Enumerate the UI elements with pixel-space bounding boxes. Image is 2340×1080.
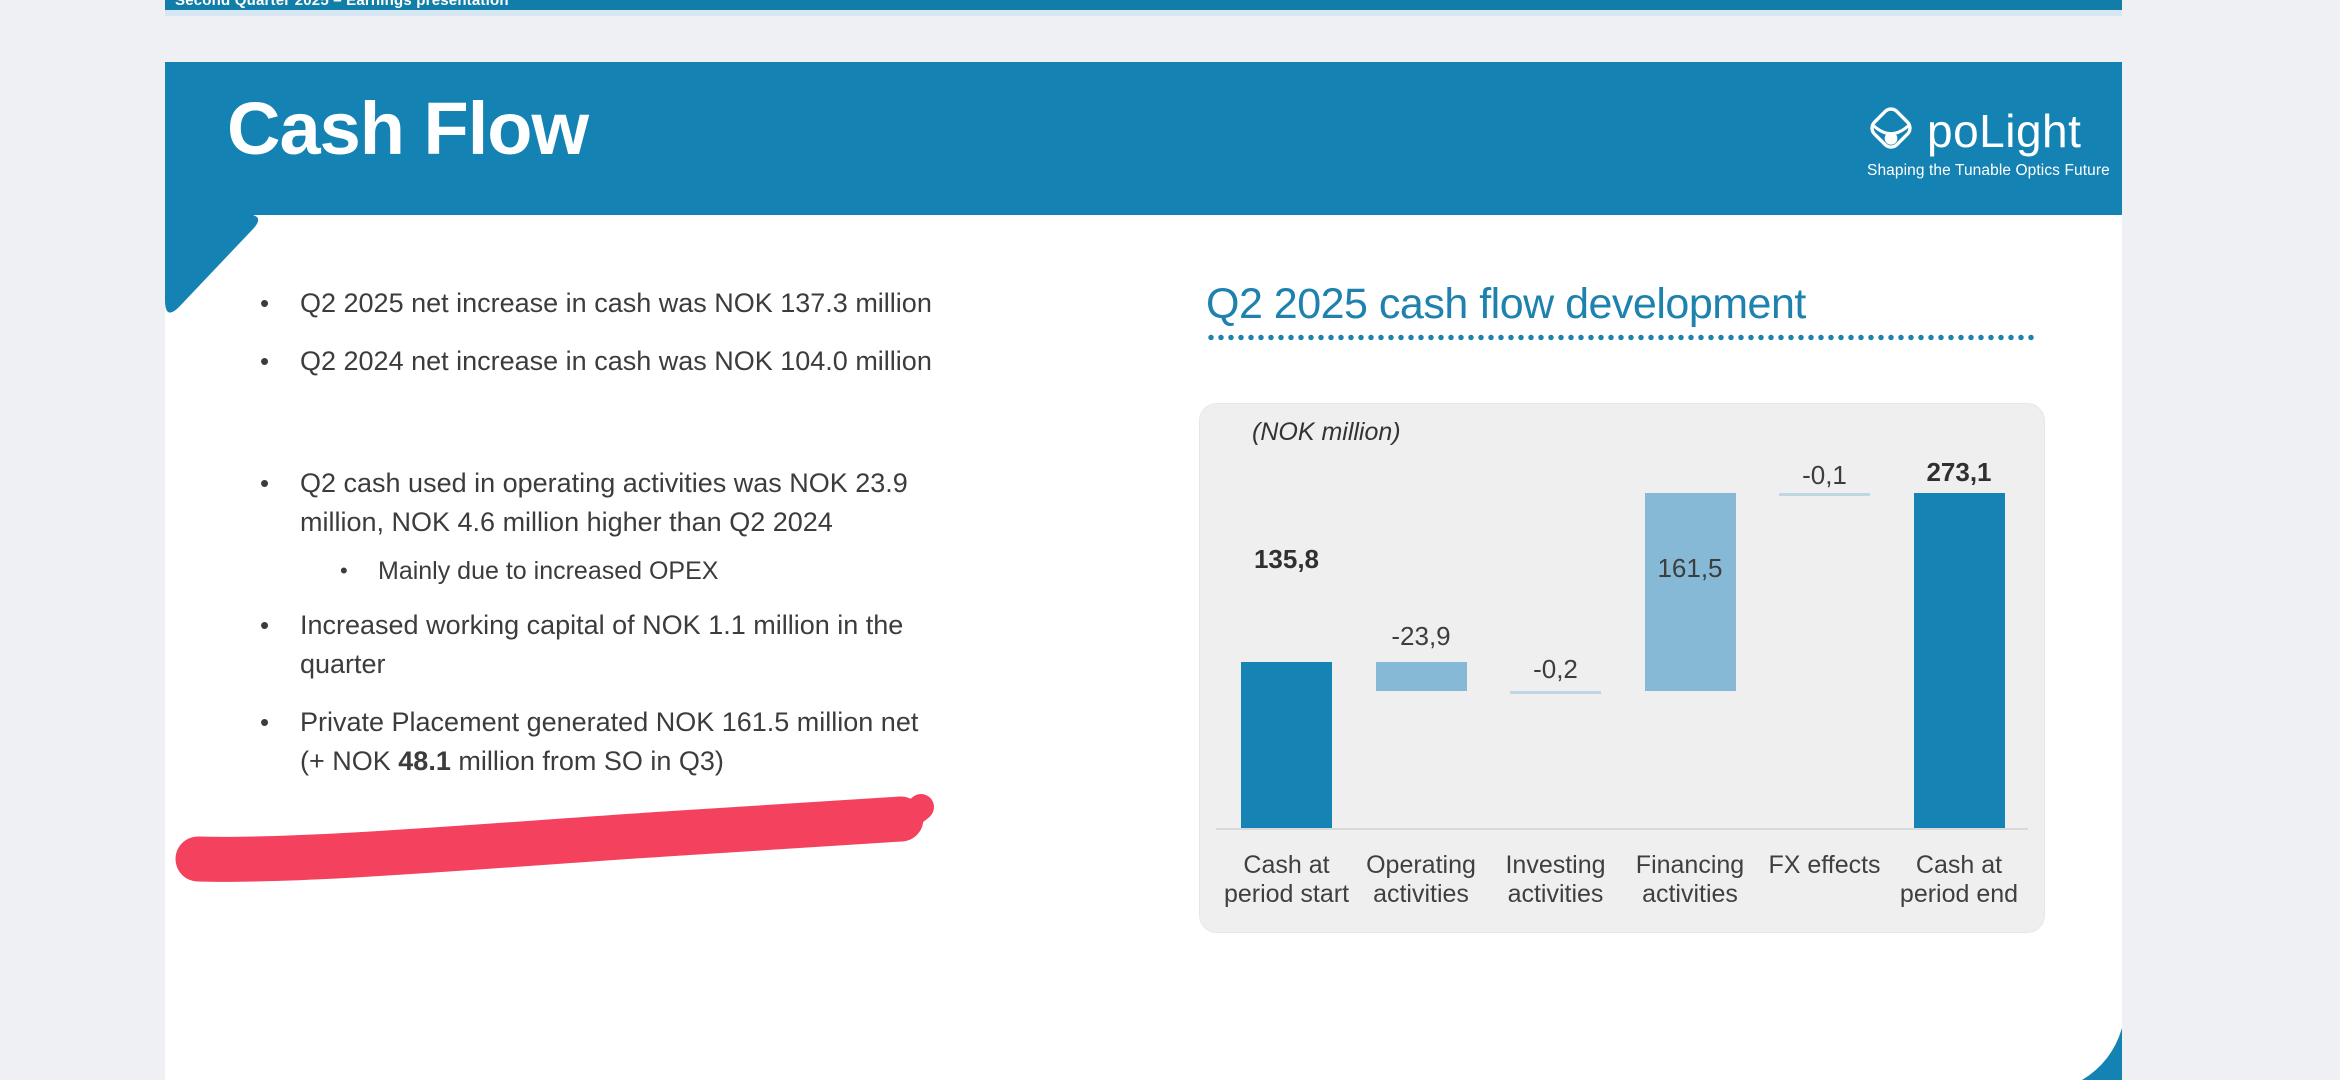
chart-category-label-4: Financing activities	[1635, 851, 1745, 908]
chart-category-label-6: Cash at period end	[1899, 851, 2019, 908]
bullet-text: Q2 2024 net increase in cash was NOK 104…	[300, 346, 932, 376]
chart-bar-2	[1375, 661, 1467, 691]
chart-baseline-axis	[1216, 828, 2028, 830]
chart-value-label-6: 273,1	[1926, 457, 1992, 487]
bullet-dot: •	[260, 288, 270, 318]
slide-edge-highlight	[165, 10, 2122, 16]
chart-category-label-2: Operating activities	[1366, 851, 1476, 908]
chart-category-label-5: FX effects	[1768, 851, 1881, 879]
chart-value-label-5: -0,1	[1802, 460, 1847, 490]
bottom-corner-fold	[2082, 1028, 2122, 1080]
bullet-item-3: • Q2 cash used in operating activities w…	[260, 464, 940, 542]
bullet-dot: •	[260, 346, 270, 376]
bullet-dot: •	[260, 707, 270, 737]
chart-value-label-2: -23,9	[1391, 621, 1451, 651]
bullet-item-1: • Q2 2025 net increase in cash was NOK 1…	[260, 284, 940, 323]
chart-heading-dotted-underline	[1206, 334, 2034, 341]
polight-logo-text: poLight	[1927, 105, 2082, 157]
chart-heading: Q2 2025 cash flow development	[1206, 280, 1806, 328]
sub-bullet-text: Mainly due to increased OPEX	[378, 557, 719, 585]
bullet-dot: •	[260, 468, 270, 498]
chart-value-label-4: 161,5	[1657, 553, 1723, 583]
chart-unit-note: (NOK million)	[1252, 418, 1401, 446]
chart-panel: (NOK million) 135,8 Cash at period start -2…	[1199, 403, 2045, 933]
previous-slide-edge: Second Quarter 2025 – Earnings presentat…	[165, 0, 2122, 10]
bullet-text: Private Placement generated NOK 161.5 mi…	[300, 703, 940, 781]
polight-logo-icon	[1870, 107, 1912, 149]
bullet5-bold-value: 48.1	[398, 746, 451, 776]
bullet-text: Q2 cash used in operating activities was…	[300, 468, 908, 537]
chart-bar-3	[1510, 690, 1601, 694]
chart-bar-1	[1241, 661, 1332, 828]
chart-value-label-1: 135,8	[1253, 544, 1320, 574]
chart-category-label-3: Investing activities	[1505, 851, 1606, 908]
previous-slide-footer-text: Second Quarter 2025 – Earnings presentat…	[175, 0, 509, 9]
bullet5-line2-pre: (+ NOK	[300, 746, 399, 776]
slide-title: Cash Flow	[227, 87, 589, 170]
chart-category-label-1: Cash at period start	[1223, 851, 1350, 908]
sub-bullet-item: • Mainly due to increased OPEX	[340, 554, 940, 588]
slide: Cash Flow poLight Shaping the Tunable Op…	[165, 62, 2122, 1080]
bullet-dot: •	[340, 558, 348, 583]
bullet5-line1: Private Placement generated NOK 161.5 mi…	[300, 707, 919, 737]
chart-value-label-3: -0,2	[1533, 654, 1578, 684]
chart-bar-4	[1644, 493, 1736, 692]
bullet5-line2-post: million from SO in Q3)	[450, 746, 724, 776]
bullet-dot: •	[260, 610, 270, 640]
bullet-item-4: • Increased working capital of NOK 1.1 m…	[260, 606, 940, 684]
slide-header-band	[165, 62, 2122, 215]
bullet-item-5: • Private Placement generated NOK 161.5 …	[260, 703, 940, 781]
bullet-item-2: • Q2 2024 net increase in cash was NOK 1…	[260, 342, 940, 381]
header-corner-fold	[165, 214, 259, 313]
chart-bar-6	[1913, 493, 2005, 828]
chart-bar-5	[1779, 493, 1870, 497]
polight-logo: poLight Shaping the Tunable Optics Futur…	[1855, 98, 2110, 188]
polight-tagline: Shaping the Tunable Optics Future	[1867, 162, 2110, 179]
bullet-text: Q2 2025 net increase in cash was NOK 137…	[300, 288, 932, 318]
bullet-text: Increased working capital of NOK 1.1 mil…	[300, 610, 904, 679]
